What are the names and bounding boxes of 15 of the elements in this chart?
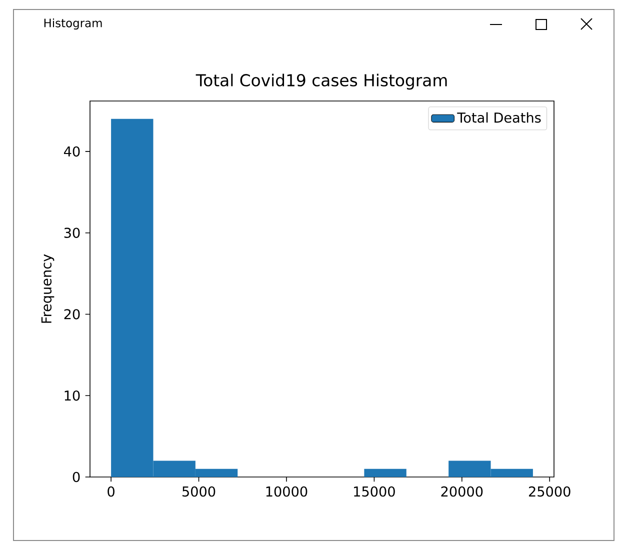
x-tick-label: 10000 xyxy=(266,486,308,497)
x-tick-label: 15000 xyxy=(354,486,395,497)
chart-title: Total Covid19 cases Histogram xyxy=(196,74,447,90)
x-tick-label: 5000 xyxy=(182,486,216,497)
legend-label: Total Deaths xyxy=(457,112,541,123)
y-tick-label: 30 xyxy=(64,228,80,238)
y-tick-label: 10 xyxy=(64,390,80,401)
x-tick-label: 20000 xyxy=(441,486,483,497)
y-tick-label: 20 xyxy=(64,309,80,320)
x-tick-label: 25000 xyxy=(528,486,570,497)
y-axis-title: Frequency xyxy=(41,254,54,323)
y-tick-label: 40 xyxy=(64,146,80,157)
x-tick-label: 0 xyxy=(108,486,114,497)
text: Histogram xyxy=(44,18,102,30)
y-tick-label: 0 xyxy=(72,472,80,482)
